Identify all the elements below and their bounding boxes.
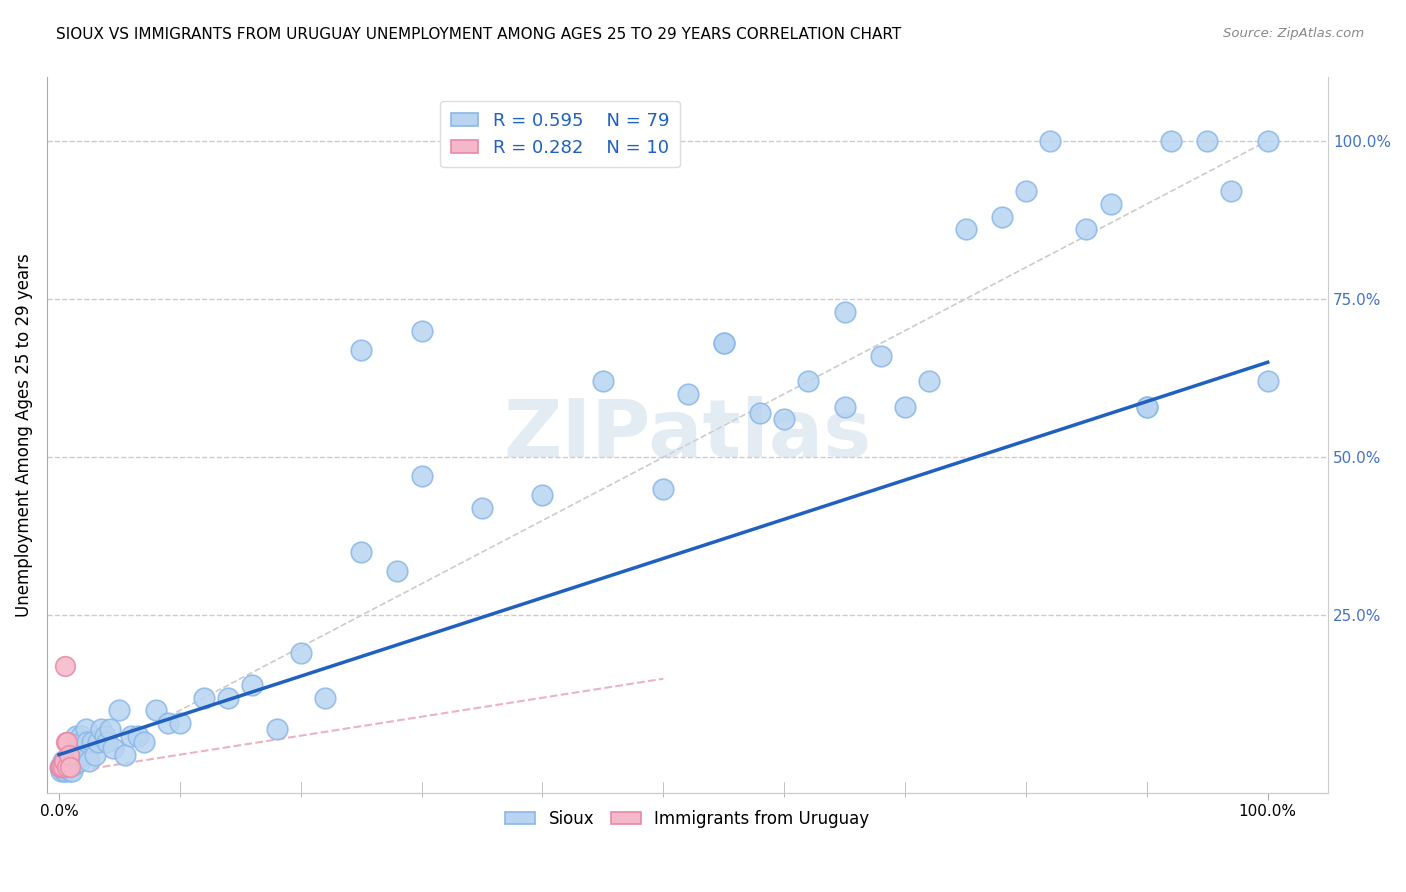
Point xyxy=(56,760,79,774)
Point xyxy=(193,690,215,705)
Text: Source: ZipAtlas.com: Source: ZipAtlas.com xyxy=(1223,27,1364,40)
Point xyxy=(169,716,191,731)
Point xyxy=(76,735,98,749)
Point xyxy=(51,760,73,774)
Point xyxy=(69,729,91,743)
Point xyxy=(592,374,614,388)
Point xyxy=(59,760,82,774)
Point xyxy=(411,324,433,338)
Point xyxy=(240,678,263,692)
Point xyxy=(127,729,149,743)
Point xyxy=(471,500,494,515)
Point xyxy=(713,336,735,351)
Point xyxy=(58,747,80,762)
Point xyxy=(1257,374,1279,388)
Point xyxy=(894,400,917,414)
Point xyxy=(1039,134,1062,148)
Point xyxy=(59,764,82,778)
Point xyxy=(713,336,735,351)
Text: SIOUX VS IMMIGRANTS FROM URUGUAY UNEMPLOYMENT AMONG AGES 25 TO 29 YEARS CORRELAT: SIOUX VS IMMIGRANTS FROM URUGUAY UNEMPLO… xyxy=(56,27,901,42)
Point xyxy=(955,222,977,236)
Point xyxy=(350,545,373,559)
Point xyxy=(1076,222,1098,236)
Point xyxy=(60,760,83,774)
Point xyxy=(53,754,76,768)
Point xyxy=(266,723,288,737)
Point xyxy=(918,374,941,388)
Point xyxy=(53,659,76,673)
Point xyxy=(1160,134,1182,148)
Point xyxy=(72,747,94,762)
Point xyxy=(52,764,75,778)
Point xyxy=(749,406,772,420)
Point xyxy=(94,729,117,743)
Point xyxy=(49,760,72,774)
Point xyxy=(114,747,136,762)
Point xyxy=(52,760,75,774)
Point xyxy=(55,764,77,778)
Point xyxy=(103,741,125,756)
Point xyxy=(387,564,409,578)
Point xyxy=(1257,134,1279,148)
Point xyxy=(1099,197,1122,211)
Point xyxy=(69,754,91,768)
Point xyxy=(145,703,167,717)
Point xyxy=(991,210,1014,224)
Point xyxy=(86,735,108,749)
Point xyxy=(108,703,131,717)
Point xyxy=(531,488,554,502)
Point xyxy=(60,764,83,778)
Point xyxy=(70,735,93,749)
Point xyxy=(1197,134,1219,148)
Point xyxy=(67,747,90,762)
Point xyxy=(58,760,80,774)
Point xyxy=(350,343,373,357)
Point xyxy=(132,735,155,749)
Point xyxy=(56,757,79,772)
Point xyxy=(53,760,76,774)
Y-axis label: Unemployment Among Ages 25 to 29 years: Unemployment Among Ages 25 to 29 years xyxy=(15,253,32,617)
Point xyxy=(66,741,89,756)
Point xyxy=(52,754,75,768)
Point xyxy=(75,723,97,737)
Point xyxy=(90,723,112,737)
Point xyxy=(156,716,179,731)
Point xyxy=(51,764,73,778)
Point xyxy=(49,760,72,774)
Point xyxy=(96,735,118,749)
Point xyxy=(121,729,143,743)
Point xyxy=(411,469,433,483)
Point xyxy=(314,690,336,705)
Legend: Sioux, Immigrants from Uruguay: Sioux, Immigrants from Uruguay xyxy=(499,803,876,834)
Point xyxy=(797,374,820,388)
Point xyxy=(80,735,103,749)
Point xyxy=(84,747,107,762)
Point xyxy=(56,735,79,749)
Point xyxy=(63,757,86,772)
Point xyxy=(65,729,87,743)
Point xyxy=(676,387,699,401)
Point xyxy=(62,754,84,768)
Point xyxy=(52,754,75,768)
Point xyxy=(1220,185,1243,199)
Point xyxy=(834,400,856,414)
Point xyxy=(773,412,796,426)
Point xyxy=(217,690,239,705)
Point xyxy=(1015,185,1038,199)
Point xyxy=(98,723,121,737)
Point xyxy=(55,735,77,749)
Point xyxy=(1136,400,1159,414)
Point xyxy=(870,349,893,363)
Point xyxy=(652,482,675,496)
Point xyxy=(834,304,856,318)
Point xyxy=(77,754,100,768)
Point xyxy=(1136,400,1159,414)
Text: ZIPatlas: ZIPatlas xyxy=(503,396,872,474)
Point xyxy=(290,647,312,661)
